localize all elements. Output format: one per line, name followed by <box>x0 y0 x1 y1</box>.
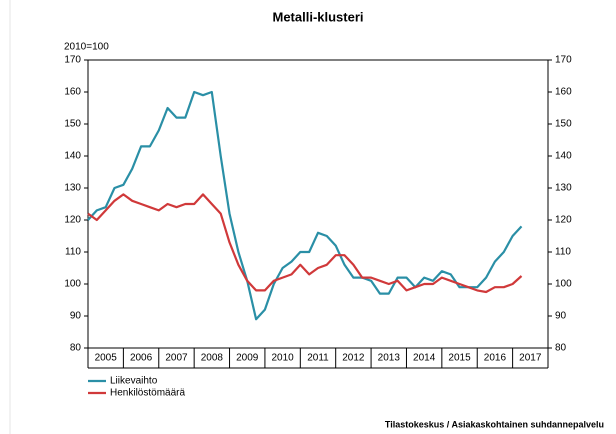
y-unit: 2010=100 <box>64 42 109 53</box>
y-tick-label: 90 <box>70 311 82 322</box>
x-tick-label: 2008 <box>201 353 224 364</box>
y2-tick-label: 130 <box>555 183 572 194</box>
x-tick-label: 2014 <box>413 353 436 364</box>
legend-label: Henkilöstömäärä <box>110 388 185 399</box>
y2-tick-label: 90 <box>555 311 567 322</box>
y2-tick-label: 170 <box>555 55 572 66</box>
y-tick-label: 120 <box>64 215 81 226</box>
x-tick-label: 2009 <box>236 353 259 364</box>
x-tick-label: 2015 <box>448 353 471 364</box>
y-tick-label: 160 <box>64 87 81 98</box>
legend-label: Liikevaihto <box>110 376 158 387</box>
y-tick-label: 100 <box>64 279 81 290</box>
y-tick-label: 140 <box>64 151 81 162</box>
chart-title: Metalli-klusteri <box>272 9 363 24</box>
x-tick-label: 2007 <box>165 353 188 364</box>
y2-tick-label: 150 <box>555 119 572 130</box>
x-tick-label: 2006 <box>130 353 153 364</box>
x-tick-label: 2013 <box>378 353 401 364</box>
x-tick-label: 2011 <box>307 353 329 364</box>
y2-tick-label: 110 <box>555 247 571 258</box>
y-tick-label: 80 <box>70 343 82 354</box>
y2-tick-label: 140 <box>555 151 572 162</box>
x-tick-label: 2005 <box>95 353 118 364</box>
series-line <box>87 193 523 294</box>
y2-tick-label: 160 <box>555 87 572 98</box>
y2-tick-label: 80 <box>555 343 567 354</box>
x-tick-label: 2012 <box>342 353 365 364</box>
y2-tick-label: 100 <box>555 279 572 290</box>
y-tick-label: 170 <box>64 55 81 66</box>
x-tick-label: 2017 <box>519 353 542 364</box>
x-tick-label: 2010 <box>271 353 294 364</box>
y-tick-label: 110 <box>65 247 81 258</box>
series-line <box>87 90 523 321</box>
y2-tick-label: 120 <box>555 215 572 226</box>
x-tick-label: 2016 <box>484 353 507 364</box>
plot-frame <box>87 59 549 349</box>
y-tick-label: 130 <box>64 183 81 194</box>
y-tick-label: 150 <box>64 119 81 130</box>
source: Tilastokeskus / Asiakaskohtainen suhdann… <box>385 419 604 429</box>
